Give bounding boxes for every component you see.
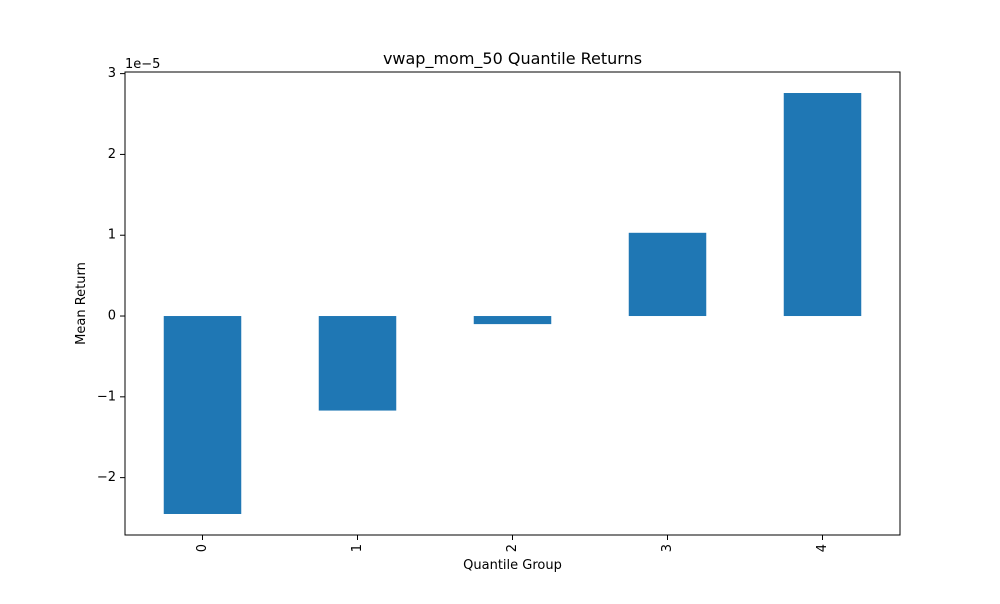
plot-frame: [124, 71, 901, 536]
x-axis-label: Quantile Group: [463, 558, 562, 573]
y-tick-label: 0: [108, 309, 116, 324]
y-tick-label: 1: [108, 228, 116, 243]
bars-layer: [163, 93, 862, 514]
y-tick-label: 3: [108, 66, 116, 81]
x-tick-label: 2: [505, 544, 520, 552]
bar-2: [473, 316, 552, 325]
x-tick-label: 4: [815, 544, 830, 552]
bar-1: [318, 316, 397, 411]
y-tick-label: −1: [97, 389, 116, 404]
x-tick-label: 0: [195, 544, 210, 552]
ticks-layer: 0 1 2 3 4 −2 −1 0 1 2 3: [97, 66, 830, 552]
y-axis-label: Mean Return: [74, 262, 89, 345]
bar-0: [163, 316, 242, 514]
x-tick-label: 3: [660, 544, 675, 552]
bar-4: [783, 93, 862, 317]
bar-3: [628, 232, 707, 317]
chart-title: vwap_mom_50 Quantile Returns: [383, 49, 642, 69]
y-scale-label: 1e−5: [125, 57, 160, 72]
y-tick-label: 2: [108, 147, 116, 162]
y-tick-label: −2: [97, 470, 116, 485]
x-tick-label: 1: [350, 544, 365, 552]
